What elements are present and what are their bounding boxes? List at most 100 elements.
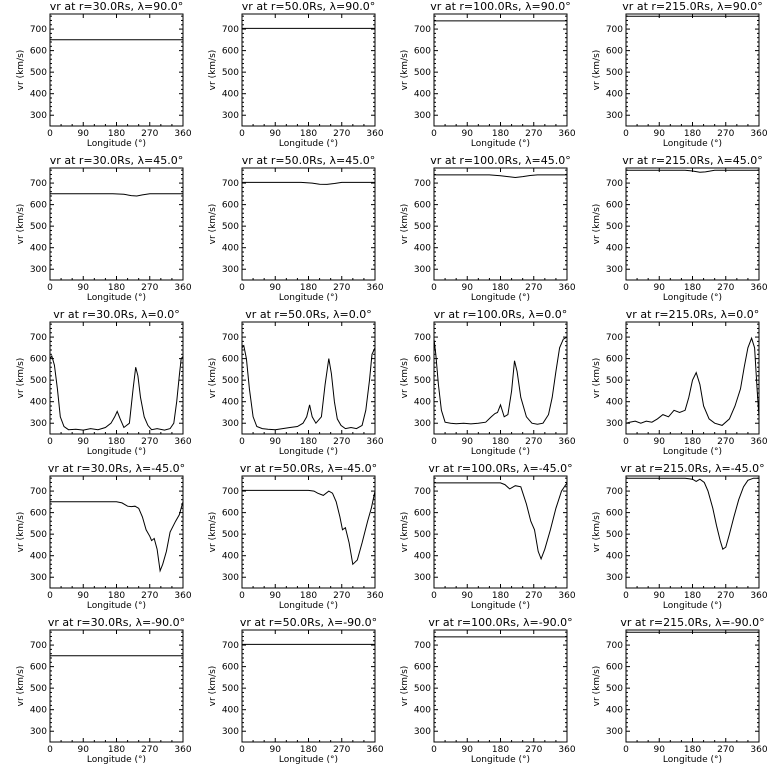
data-series-line: [626, 477, 759, 551]
plot-frame: [49, 475, 184, 589]
y-tick-label: 300: [30, 265, 47, 275]
x-tick-label: 0: [239, 437, 245, 447]
x-tick-label: 0: [623, 437, 629, 447]
y-tick-label: 600: [30, 201, 47, 211]
plot-frame: [433, 167, 568, 281]
x-tick-label: 0: [47, 283, 53, 293]
x-tick-label: 270: [141, 745, 158, 755]
y-axis-label: vr (km/s): [592, 666, 602, 707]
data-series-line: [434, 174, 567, 179]
y-tick-label: 500: [606, 68, 623, 78]
panel-title: vr at r=100.0Rs, λ=90.0°: [430, 0, 570, 13]
y-tick-label: 600: [414, 663, 431, 673]
x-tick-label: 360: [366, 283, 383, 293]
y-tick-label: 300: [30, 111, 47, 121]
y-tick-label: 300: [30, 419, 47, 429]
data-series-line: [434, 482, 568, 561]
y-tick-label: 400: [606, 552, 623, 562]
x-tick-label: 180: [492, 437, 509, 447]
y-tick-label: 400: [606, 706, 623, 716]
x-tick-label: 360: [366, 591, 383, 601]
y-axis-label: vr (km/s): [16, 666, 26, 707]
plot-frame: [625, 321, 760, 435]
panel-title: vr at r=215.0Rs, λ=90.0°: [622, 0, 762, 13]
x-tick-label: 90: [462, 745, 474, 755]
x-tick-label: 90: [270, 283, 282, 293]
y-tick-label: 600: [414, 201, 431, 211]
y-tick-label: 700: [414, 641, 431, 651]
plot-frame: [49, 13, 184, 127]
y-axis-label: vr (km/s): [16, 358, 26, 399]
x-axis-label: Longitude (°): [279, 601, 338, 611]
panel-title: vr at r=215.0Rs, λ=0.0°: [626, 308, 759, 321]
x-tick-label: 180: [492, 745, 509, 755]
panel-title: vr at r=100.0Rs, λ=-45.0°: [428, 462, 572, 475]
panel-title: vr at r=100.0Rs, λ=45.0°: [430, 154, 570, 167]
x-tick-label: 180: [684, 129, 701, 139]
plot-frame: [241, 13, 376, 127]
panel-title: vr at r=50.0Rs, λ=0.0°: [245, 308, 371, 321]
plot-frame: [433, 13, 568, 127]
y-tick-label: 700: [222, 487, 239, 497]
chart-panel-12: vr at r=30.0Rs, λ=-45.0° 0 90 180 270 360 300 4…: [16, 462, 192, 611]
y-tick-label: 600: [414, 509, 431, 519]
panel-title: vr at r=100.0Rs, λ=-90.0°: [428, 616, 572, 629]
y-tick-label: 700: [414, 179, 431, 189]
y-tick-label: 600: [30, 509, 47, 519]
plot-frame: [241, 475, 376, 589]
y-tick-label: 700: [30, 487, 47, 497]
plot-frame: [49, 321, 184, 435]
y-tick-label: 300: [414, 419, 431, 429]
x-tick-label: 180: [300, 437, 317, 447]
x-axis-label: Longitude (°): [471, 139, 530, 149]
y-tick-label: 500: [222, 68, 239, 78]
chart-panel-18: vr at r=100.0Rs, λ=-90.0° 0 90 180 270 360 300…: [400, 616, 576, 765]
x-axis-label: Longitude (°): [87, 447, 146, 457]
y-axis-label: vr (km/s): [400, 512, 410, 553]
x-tick-label: 270: [333, 283, 350, 293]
x-tick-label: 0: [431, 129, 437, 139]
chart-panel-4: vr at r=30.0Rs, λ=45.0° 0 90 180 270 360 300 40…: [16, 154, 192, 303]
y-tick-label: 300: [606, 573, 623, 583]
y-tick-label: 700: [606, 179, 623, 189]
y-tick-label: 500: [30, 684, 47, 694]
x-axis-label: Longitude (°): [279, 139, 338, 149]
x-tick-label: 360: [750, 129, 767, 139]
plot-frame: [49, 167, 184, 281]
y-tick-label: 500: [606, 684, 623, 694]
panel-title: vr at r=50.0Rs, λ=-90.0°: [240, 616, 377, 629]
y-tick-label: 500: [30, 376, 47, 386]
x-tick-label: 90: [78, 591, 90, 601]
y-tick-label: 500: [606, 222, 623, 232]
panel-title: vr at r=50.0Rs, λ=45.0°: [242, 154, 375, 167]
data-series-line: [49, 354, 184, 431]
chart-panel-2: vr at r=100.0Rs, λ=90.0° 0 90 180 270 360 300 4…: [400, 0, 576, 149]
x-tick-label: 270: [141, 129, 158, 139]
x-tick-label: 180: [108, 591, 125, 601]
y-tick-label: 700: [222, 179, 239, 189]
chart-panel-11: vr at r=215.0Rs, λ=0.0° 0 90 180 270 360 300 40…: [592, 308, 768, 457]
y-tick-label: 400: [414, 552, 431, 562]
x-tick-label: 0: [623, 591, 629, 601]
y-tick-label: 700: [222, 641, 239, 651]
y-axis-label: vr (km/s): [400, 666, 410, 707]
y-tick-label: 500: [414, 222, 431, 232]
x-tick-label: 0: [239, 283, 245, 293]
x-tick-label: 360: [558, 591, 575, 601]
x-tick-label: 360: [750, 437, 767, 447]
x-tick-label: 90: [654, 591, 666, 601]
x-tick-label: 90: [654, 129, 666, 139]
y-tick-label: 500: [30, 222, 47, 232]
y-tick-label: 300: [606, 265, 623, 275]
x-tick-label: 90: [78, 437, 90, 447]
y-tick-label: 400: [30, 244, 47, 254]
y-tick-label: 600: [30, 663, 47, 673]
y-tick-label: 500: [30, 530, 47, 540]
y-axis-label: vr (km/s): [592, 204, 602, 245]
y-tick-label: 300: [222, 111, 239, 121]
x-tick-label: 270: [141, 591, 158, 601]
panel-title: vr at r=30.0Rs, λ=-45.0°: [48, 462, 185, 475]
x-tick-label: 180: [300, 129, 317, 139]
plot-frame: [433, 475, 568, 589]
y-tick-label: 500: [414, 68, 431, 78]
